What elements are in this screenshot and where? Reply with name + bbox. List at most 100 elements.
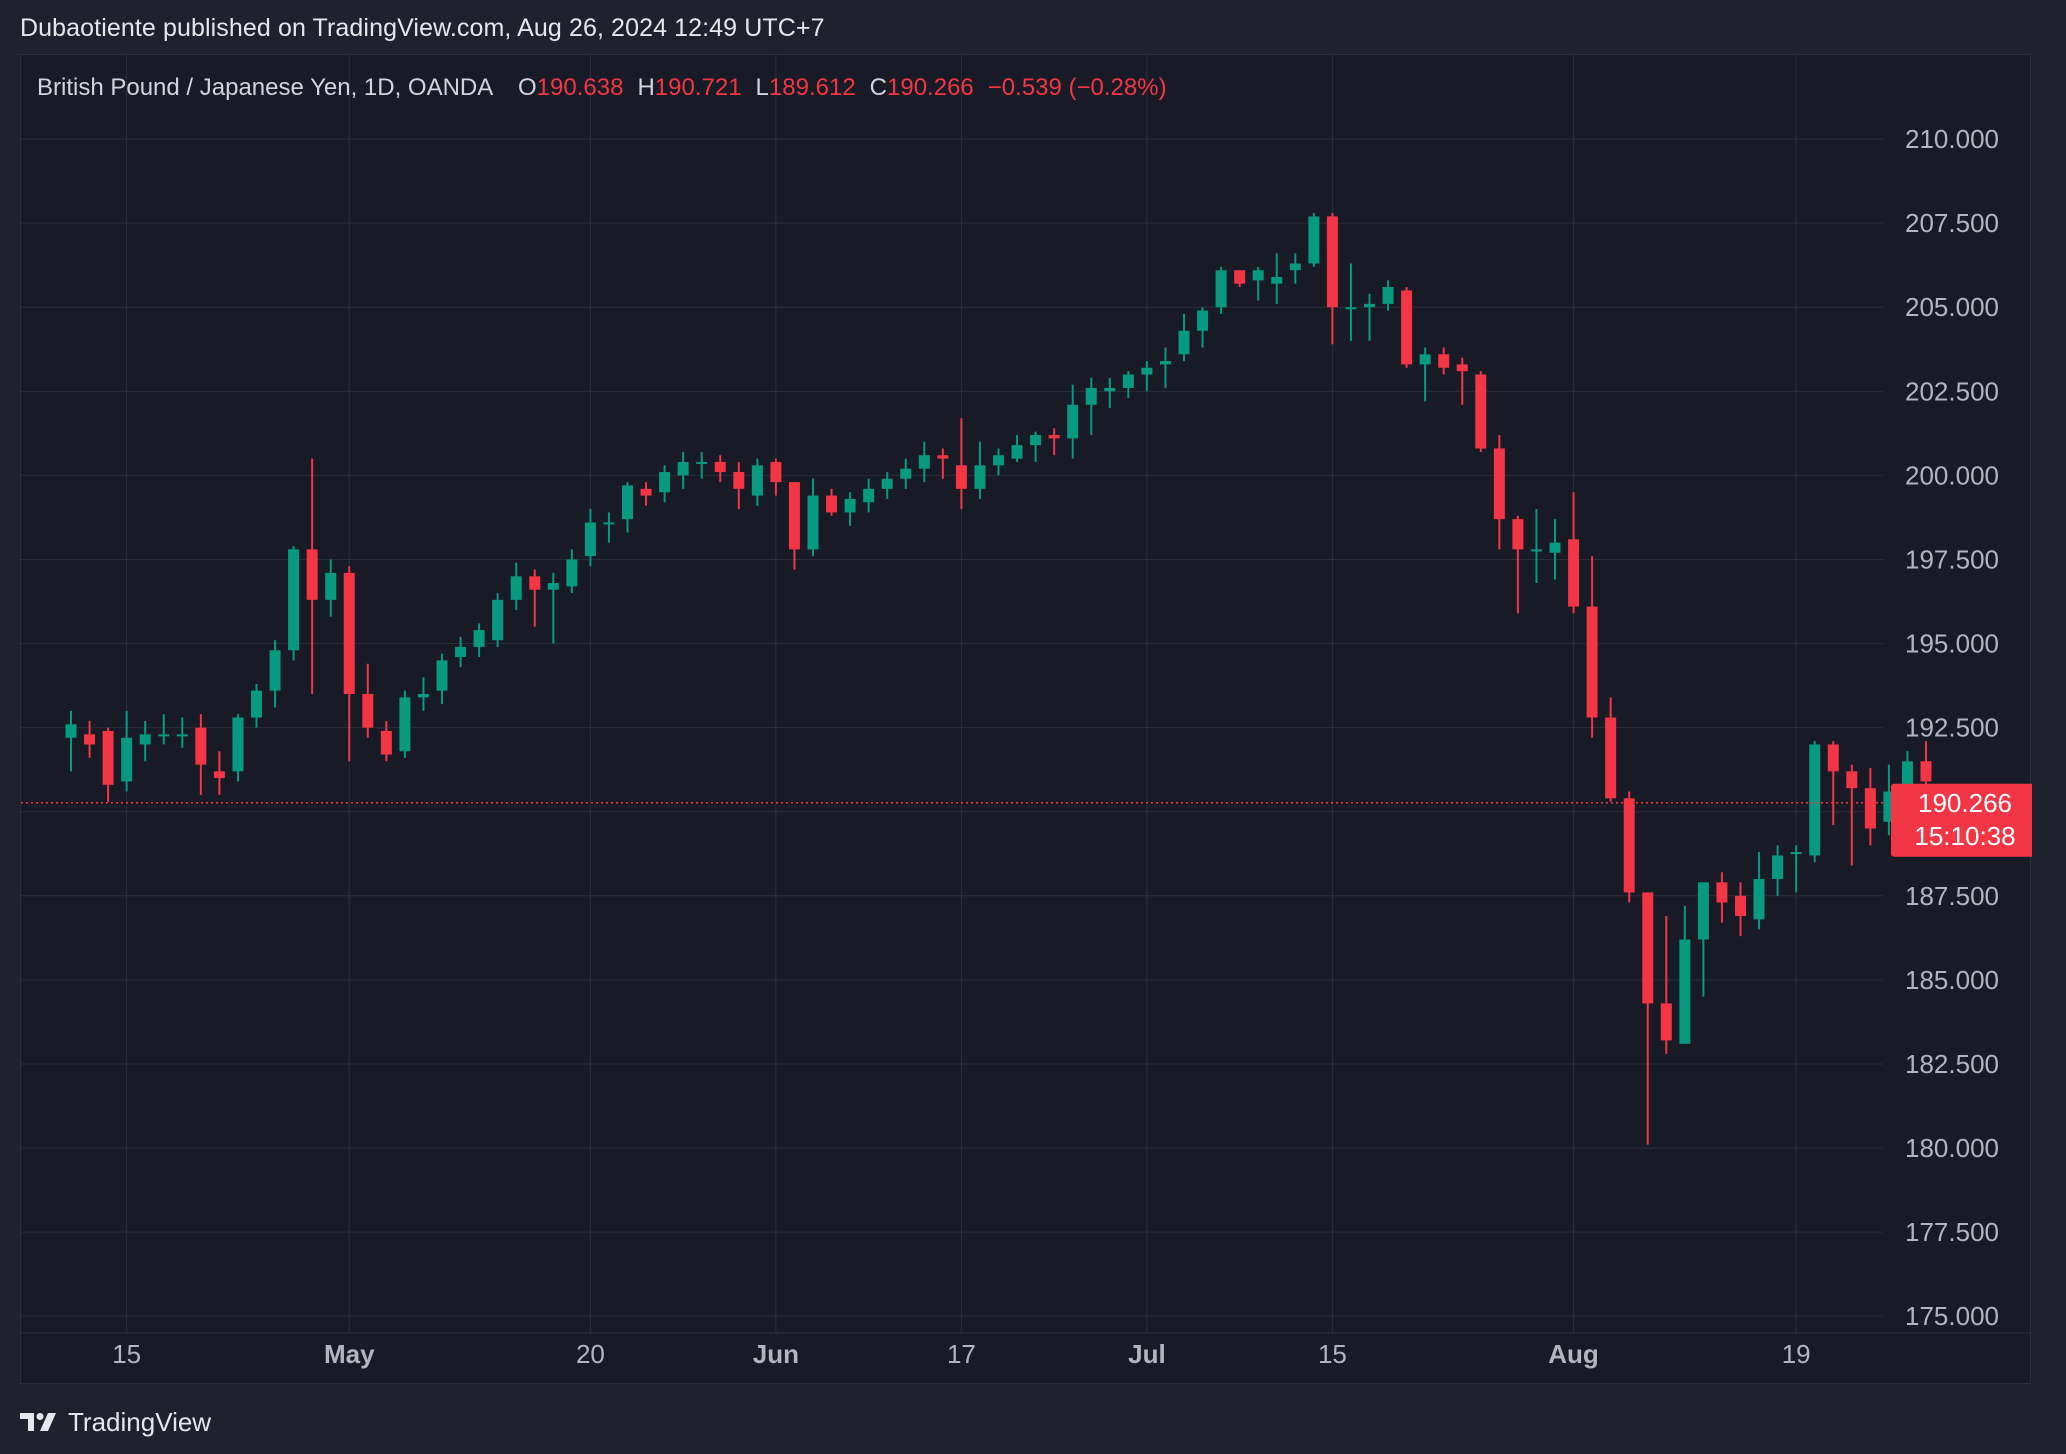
- candle-body: [807, 495, 819, 550]
- legend-high-label: H: [637, 74, 654, 101]
- candle-body: [1864, 788, 1876, 829]
- time-axis[interactable]: 15 May 20 Jun 17 Jul 15 Aug 19: [112, 1339, 1810, 1369]
- tradingview-footer[interactable]: TradingView: [20, 1402, 211, 1442]
- candle-body: [1660, 1003, 1672, 1041]
- publish-info: Dubaotiente published on TradingView.com…: [20, 14, 825, 42]
- candle-body: [436, 660, 448, 691]
- candles: [65, 213, 1951, 1145]
- candle-body: [1401, 290, 1413, 365]
- y-tick-label: 182.500: [1905, 1049, 1999, 1079]
- candle-body: [1030, 435, 1042, 446]
- candle-body: [325, 572, 337, 600]
- candle-body: [399, 697, 411, 752]
- candle-body: [1085, 387, 1097, 405]
- tradingview-logo-icon: [20, 1413, 56, 1431]
- candle-body: [1067, 404, 1079, 439]
- candle-body: [1605, 717, 1617, 799]
- candle-body: [974, 465, 986, 489]
- candle-body: [1549, 542, 1561, 553]
- candle-body: [1772, 855, 1784, 879]
- candle-body: [1456, 364, 1468, 372]
- price-badge-bg: [1891, 783, 2032, 857]
- legend-high-value: 190.721: [655, 74, 742, 101]
- last-price-badge: 190.266 15:10:38: [1891, 783, 2032, 857]
- candle-body: [158, 734, 170, 737]
- y-tick-label: 185.000: [1905, 965, 1999, 995]
- candle-body: [622, 485, 633, 520]
- candle-body: [1289, 263, 1301, 271]
- candle-body: [1920, 761, 1932, 782]
- candle-body: [714, 461, 726, 473]
- candle-body: [1568, 539, 1580, 607]
- candle-body: [770, 461, 782, 483]
- candle-body: [1364, 303, 1375, 308]
- x-tick-label: 20: [576, 1339, 605, 1369]
- x-tick-label: Jul: [1128, 1339, 1166, 1369]
- candle-body: [84, 734, 96, 745]
- legend-close-label: C: [870, 74, 887, 101]
- candle-body: [306, 549, 318, 600]
- candle-body: [343, 572, 355, 694]
- x-tick-label: Aug: [1548, 1339, 1599, 1369]
- candle-body: [881, 478, 893, 489]
- chart-panel[interactable]: 175.000 177.500 180.000 182.500 185.000 187.5…: [20, 54, 2032, 1385]
- x-tick-label: 19: [1782, 1339, 1811, 1369]
- candle-body: [121, 737, 133, 782]
- candle-body: [1438, 354, 1450, 368]
- price-badge-countdown: 15:10:38: [1914, 821, 2015, 851]
- x-tick-label: Jun: [753, 1339, 799, 1369]
- candle-body: [844, 498, 856, 513]
- candle-body: [603, 522, 615, 525]
- candle-body: [380, 730, 392, 755]
- candle-body: [1308, 216, 1320, 264]
- price-axis[interactable]: 175.000 177.500 180.000 182.500 185.000 187.5…: [1905, 124, 1999, 1331]
- candle-body: [455, 646, 467, 658]
- legend-change: −0.539 (−0.28%): [988, 74, 1167, 101]
- candle-body: [1512, 519, 1524, 550]
- candle-body: [1623, 798, 1635, 893]
- candle-body: [659, 472, 671, 493]
- candle-body: [677, 461, 689, 476]
- legend-symbol[interactable]: British Pound / Japanese Yen, 1D, OANDA: [37, 74, 493, 101]
- candle-body: [1827, 744, 1839, 772]
- candle-body: [1809, 744, 1821, 856]
- candle-body: [955, 465, 967, 489]
- candle-body: [1011, 445, 1023, 459]
- candle-body: [102, 730, 114, 785]
- y-tick-label: 210.000: [1905, 124, 1999, 154]
- candle-body: [269, 650, 281, 691]
- legend-open-label: O: [518, 74, 537, 101]
- legend-low-value: 189.612: [769, 74, 856, 101]
- x-tick-label: 15: [1318, 1339, 1347, 1369]
- candle-body: [232, 717, 244, 772]
- candle-body: [176, 734, 188, 737]
- candle-body: [1382, 287, 1394, 304]
- candle-body: [1159, 361, 1171, 365]
- candle-body: [1493, 448, 1505, 520]
- candle-body: [1104, 387, 1116, 392]
- candle-body: [417, 694, 429, 698]
- y-tick-label: 205.000: [1905, 292, 1999, 322]
- candle-body: [1345, 307, 1357, 310]
- candle-body: [510, 576, 522, 600]
- candle-body: [1271, 276, 1283, 284]
- candle-body: [65, 724, 77, 738]
- candle-body: [1419, 354, 1431, 365]
- y-tick-label: 187.500: [1905, 881, 1999, 911]
- candle-body: [1215, 270, 1227, 308]
- candle-body: [1122, 374, 1134, 388]
- y-tick-label: 192.500: [1905, 713, 1999, 743]
- candle-body: [547, 583, 559, 590]
- tradingview-brand: TradingView: [68, 1406, 212, 1437]
- x-tick-label: 15: [112, 1339, 141, 1369]
- candlestick-chart[interactable]: 175.000 177.500 180.000 182.500 185.000 187.5…: [21, 55, 2032, 1385]
- candle-body: [288, 549, 300, 651]
- candle-body: [1901, 761, 1913, 789]
- legend-close-value: 190.266: [887, 74, 974, 101]
- candle-body: [1716, 882, 1728, 903]
- candle-body: [640, 488, 652, 496]
- y-tick-label: 180.000: [1905, 1133, 1999, 1163]
- candle-body: [362, 694, 374, 728]
- candle-body: [566, 559, 578, 587]
- legend-low-label: L: [756, 74, 769, 101]
